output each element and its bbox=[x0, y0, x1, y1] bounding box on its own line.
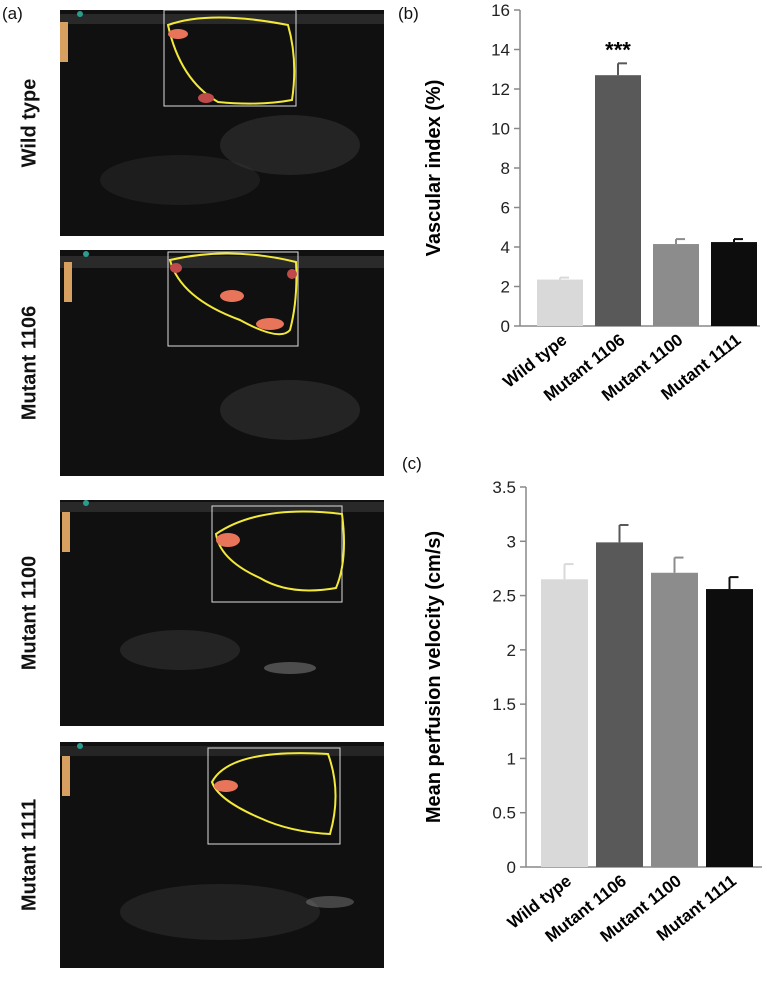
color-scale-bar bbox=[64, 262, 72, 302]
bar bbox=[541, 579, 588, 867]
y-axis-label: Vascular index (%) bbox=[423, 80, 445, 257]
ultrasound-image bbox=[60, 742, 384, 968]
marker-dot bbox=[83, 500, 89, 506]
panel-label-c: (c) bbox=[402, 454, 422, 473]
vascular-index-chart: 0 2 4 6 8 10 12 14 16 Vascular index (%) Wild type… bbox=[420, 0, 767, 450]
y-tick-label: 3 bbox=[507, 532, 516, 551]
ultrasound-row-label: Mutant 1111 bbox=[18, 798, 41, 912]
doppler-signal bbox=[214, 780, 238, 792]
y-tick-label: 16 bbox=[491, 1, 510, 20]
ultrasound-image bbox=[60, 500, 384, 726]
ultrasound-row-label: Mutant 1106 bbox=[18, 305, 41, 421]
bar bbox=[653, 244, 699, 326]
y-tick-label: 8 bbox=[501, 159, 510, 178]
y-tick-label: 1 bbox=[507, 749, 516, 768]
marker-dot bbox=[77, 11, 83, 17]
bar bbox=[706, 589, 753, 867]
roi-outline bbox=[214, 510, 345, 592]
color-scale-bar bbox=[62, 756, 70, 796]
ultrasound-panel-mutant-1100: Mutant 1100 bbox=[0, 500, 400, 726]
y-tick-label: 12 bbox=[491, 80, 510, 99]
bar bbox=[711, 242, 757, 326]
y-axis-label: Mean perfusion velocity (cm/s) bbox=[423, 531, 445, 823]
y-tick-label: 0 bbox=[507, 858, 516, 877]
perfusion-velocity-chart-svg: 0 0.5 1 1.5 2 2.5 3 3.5 Mean perfusion velocity … bbox=[423, 478, 762, 946]
roi-box bbox=[207, 747, 341, 845]
y-tick-label: 14 bbox=[491, 41, 510, 60]
ultrasound-image bbox=[60, 10, 384, 236]
ultrasound-row-label: Wild type bbox=[18, 78, 41, 168]
doppler-signal bbox=[220, 290, 244, 302]
y-tick-label: 4 bbox=[501, 238, 510, 257]
marker-dot bbox=[77, 743, 83, 749]
color-scale-bar bbox=[62, 512, 70, 552]
ultrasound-panel-mutant-1111: Mutant 1111 bbox=[0, 742, 400, 968]
color-scale-bar bbox=[60, 22, 68, 62]
doppler-signal bbox=[256, 318, 284, 330]
perfusion-velocity-chart: 0 0.5 1 1.5 2 2.5 3 3.5 Mean perfusion velocity … bbox=[420, 470, 767, 978]
panel-label-a: (a) bbox=[2, 4, 23, 23]
doppler-signal bbox=[216, 533, 240, 547]
roi-box bbox=[211, 505, 343, 603]
panel-label-b: (b) bbox=[398, 4, 419, 23]
doppler-signal bbox=[170, 263, 182, 273]
y-tick-label: 2.5 bbox=[492, 587, 516, 606]
ultrasound-image bbox=[60, 250, 384, 476]
marker-dot bbox=[83, 251, 89, 257]
ultrasound-panel-wild-type: Wild type bbox=[0, 10, 400, 236]
bar bbox=[537, 279, 583, 326]
y-tick-label: 3.5 bbox=[492, 478, 516, 497]
ultrasound-panel-mutant-1106: Mutant 1106 bbox=[0, 250, 400, 476]
bar bbox=[651, 572, 698, 867]
roi-box bbox=[167, 251, 299, 347]
roi-box bbox=[163, 10, 297, 107]
significance-label: *** bbox=[605, 37, 631, 62]
ultrasound-row-label: Mutant 1100 bbox=[18, 555, 41, 671]
doppler-signal bbox=[198, 93, 214, 103]
y-tick-label: 10 bbox=[491, 120, 510, 139]
roi-outline bbox=[168, 252, 298, 336]
y-tick-label: 0.5 bbox=[492, 804, 516, 823]
y-tick-label: 2 bbox=[501, 278, 510, 297]
roi-outline bbox=[166, 16, 296, 105]
y-tick-label: 2 bbox=[507, 641, 516, 660]
bar bbox=[595, 75, 641, 326]
doppler-signal bbox=[287, 269, 297, 279]
doppler-signal bbox=[168, 29, 188, 39]
y-tick-label: 0 bbox=[501, 317, 510, 336]
bar bbox=[596, 542, 643, 867]
roi-outline bbox=[210, 752, 337, 836]
y-tick-label: 6 bbox=[501, 199, 510, 218]
y-tick-label: 1.5 bbox=[492, 695, 516, 714]
